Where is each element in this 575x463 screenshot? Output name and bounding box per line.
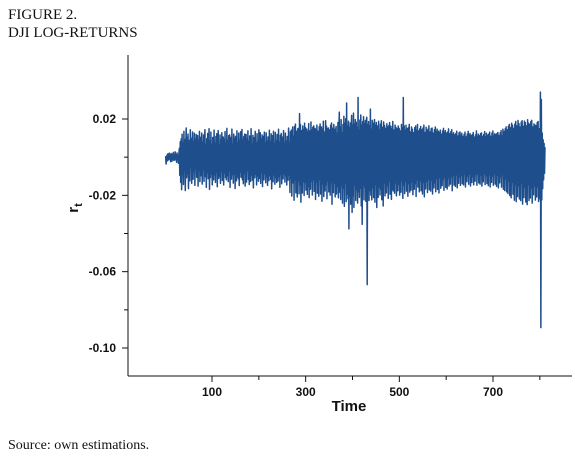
x-axis-label: Time (332, 398, 367, 415)
x-tick-label: 300 (296, 385, 316, 399)
source-note: Source: own estimations. (8, 438, 150, 453)
x-tick-label: 500 (389, 385, 409, 399)
y-tick-label: -0.02 (89, 188, 117, 202)
y-ticks: 0.02 -0.02 -0.06 -0.10 (89, 112, 128, 355)
figure-title-block: FIGURE 2. DJI LOG-RETURNS (8, 6, 138, 42)
x-tick-label: 700 (483, 385, 503, 399)
chart-axes (127, 55, 572, 377)
y-axis-label-subscript: t (73, 203, 85, 207)
x-tick-label: 100 (202, 385, 222, 399)
y-axis-label: rt (65, 203, 85, 213)
x-ticks: 100 300 500 700 (202, 376, 541, 399)
y-tick-label: 0.02 (93, 112, 117, 126)
figure-title: DJI LOG-RETURNS (8, 25, 138, 41)
y-axis-label-main: r (65, 207, 82, 213)
log-returns-series-line (164, 91, 546, 329)
figure-number-label: FIGURE 2. (8, 7, 78, 23)
y-tick-label: -0.10 (89, 341, 117, 355)
y-tick-label: -0.06 (89, 265, 117, 279)
